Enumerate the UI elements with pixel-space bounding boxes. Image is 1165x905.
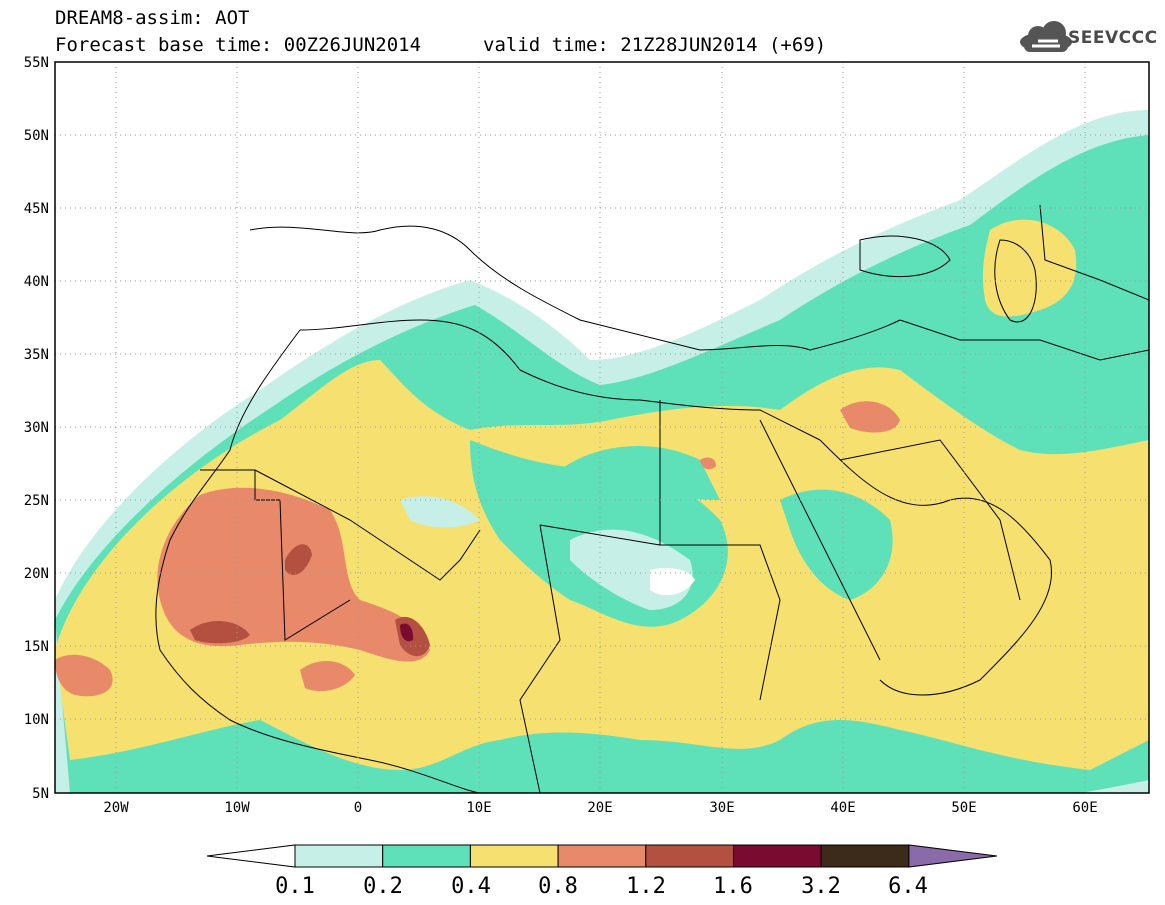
y-axis-labels: 55N 50N 45N 40N 35N 30N 25N 20N 15N 10N … [24, 55, 49, 802]
x-tick-label: 60E [1072, 800, 1097, 816]
coastline-black-sea [859, 235, 951, 278]
y-tick-label: 20N [24, 566, 49, 582]
colorbar-label: 0.2 [363, 874, 403, 899]
coastline-arabia [819, 439, 1052, 696]
x-tick-label: 40E [830, 800, 855, 816]
x-tick-label: 10W [224, 800, 250, 816]
y-tick-label: 15N [24, 639, 49, 655]
gridlines [55, 62, 1149, 793]
map-frame [54, 61, 1150, 794]
border-chad [519, 524, 561, 793]
aot-band-0-8-coast [55, 654, 113, 697]
colorbar [206, 844, 997, 868]
colorbar-labels: 0.1 0.2 0.4 0.8 1.2 1.6 3.2 6.4 [275, 874, 928, 899]
colorbar-segment [294, 844, 384, 868]
aot-band-1-2 [190, 620, 250, 644]
y-tick-label: 30N [24, 420, 49, 436]
aot-band-1-6 [400, 623, 414, 642]
y-tick-label: 55N [24, 55, 49, 71]
x-tick-label: 0 [354, 800, 362, 816]
aot-band-0-8-iraq [840, 401, 900, 433]
colorbar-segment [820, 844, 910, 868]
border-iran [899, 319, 1149, 361]
x-tick-label: 50E [951, 800, 976, 816]
aot-green-patch-4 [1040, 336, 1149, 430]
aot-band-caspian [982, 219, 1077, 317]
colorbar-label: 3.2 [801, 874, 841, 899]
x-tick-label: 20W [103, 800, 129, 816]
aot-white-patch [650, 568, 695, 596]
x-tick-label: 30E [709, 800, 734, 816]
x-tick-label: 10E [466, 800, 491, 816]
valid-time: valid time: 21Z28JUN2014 (+69) [483, 34, 827, 56]
coastline-red-sea [759, 419, 881, 661]
border-mauritania-mali [200, 469, 351, 641]
aot-cyan-patch-2 [400, 496, 480, 528]
colorbar-arrow-low [206, 844, 296, 868]
border-saudi [839, 439, 1021, 601]
colorbar-segment [733, 844, 822, 868]
border-algeria [254, 469, 481, 581]
forecast-base-time: Forecast base time: 00Z26JUN2014 [55, 34, 422, 56]
aot-band-0-8-egypt [700, 457, 716, 470]
x-axis-labels: 20W 10W 0 10E 20E 30E 40E 50E 60E [103, 800, 1097, 816]
y-tick-label: 40N [24, 274, 49, 290]
cloud-icon [1020, 21, 1072, 52]
colorbar-label: 1.6 [713, 874, 753, 899]
colorbar-label: 1.2 [626, 874, 666, 899]
aot-green-patch-2 [560, 446, 720, 500]
border-kazakhstan [1039, 204, 1149, 301]
y-tick-label: 5N [32, 786, 49, 802]
aot-band-1-2-mali [285, 544, 312, 575]
x-tick-label: 20E [587, 800, 612, 816]
y-tick-label: 25N [24, 493, 49, 509]
y-tick-label: 35N [24, 347, 49, 363]
colorbar-segment [382, 844, 471, 868]
colorbar-segment [557, 844, 647, 868]
y-tick-label: 10N [24, 712, 49, 728]
colorbar-label: 0.1 [275, 874, 315, 899]
colorbar-label: 0.4 [451, 874, 491, 899]
logo-text: SEEVCCC [1068, 28, 1158, 48]
aot-band-0-8-sahel [300, 660, 355, 692]
coastlines [155, 204, 1149, 793]
coastline-north-africa [299, 319, 821, 441]
y-tick-label: 50N [24, 128, 49, 144]
colorbar-label: 6.4 [888, 874, 928, 899]
coastline-europe [249, 225, 901, 351]
colorbar-label: 0.8 [538, 874, 578, 899]
coastline-west-africa [155, 329, 481, 793]
colorbar-segment [645, 844, 734, 868]
colorbar-segment [469, 844, 559, 868]
colorbar-arrow-high [908, 844, 997, 868]
y-tick-label: 45N [24, 201, 49, 217]
logo [1020, 21, 1072, 52]
map-title: DREAM8-assim: AOT [55, 7, 250, 29]
